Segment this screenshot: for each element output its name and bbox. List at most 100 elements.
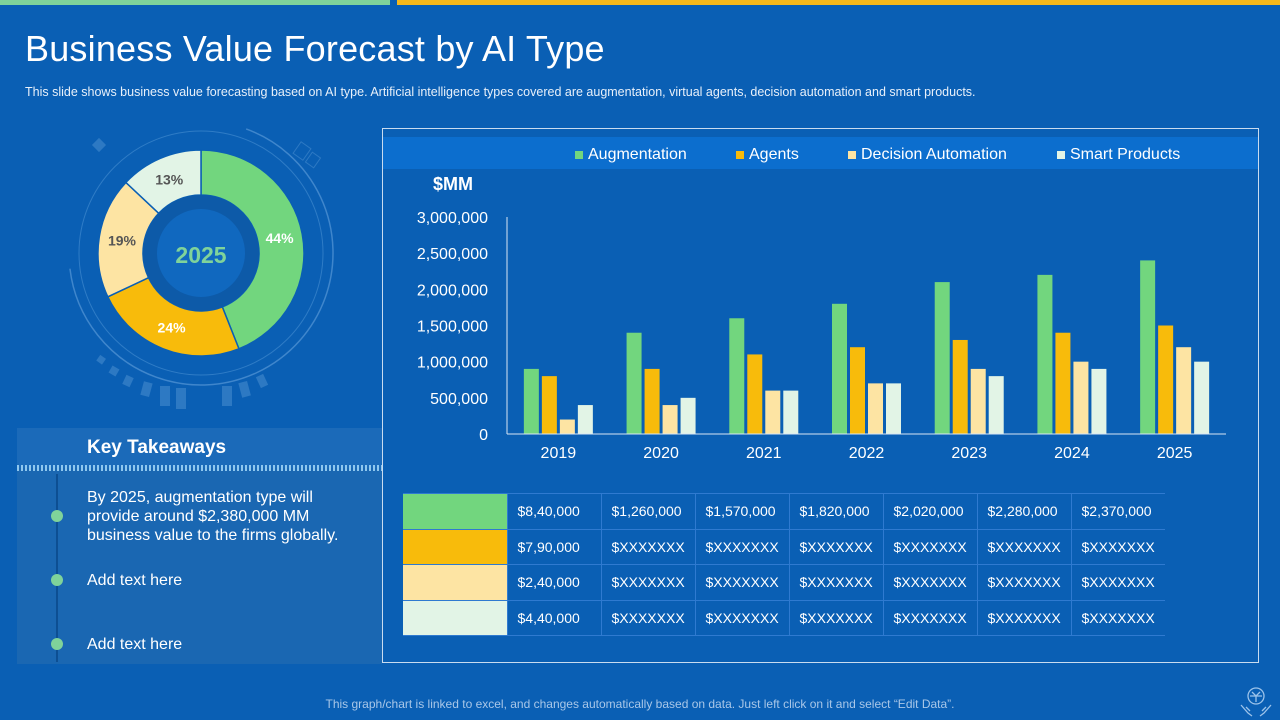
key-takeaways-title: Key Takeaways: [87, 437, 227, 458]
table-cell: $2,370,000: [1070, 493, 1165, 530]
header-stripe-divider: [17, 465, 382, 471]
legend-label: Augmentation: [588, 146, 687, 163]
bar-smart-products-2023: [988, 376, 1004, 434]
donut-slices: [97, 149, 305, 357]
legend-swatch: [736, 151, 744, 159]
takeaway-item: By 2025, augmentation type will provide …: [87, 489, 339, 544]
legend-label: Agents: [749, 146, 799, 163]
y-tick-label: 2,000,000: [417, 282, 488, 299]
takeaway-item: Add text here: [87, 636, 183, 653]
bar-agents-2023: [952, 339, 968, 434]
donut-labels: 44% 24% 19% 13%: [108, 172, 294, 336]
bar-smart-products-2019: [577, 405, 593, 434]
table-cell: $1,820,000: [788, 493, 883, 530]
y-tick-label: 2,500,000: [417, 246, 488, 263]
data-table: $8,40,000 $1,260,000 $1,570,000 $1,820,000 $…: [403, 493, 1165, 636]
bar-augmentation-2022: [832, 303, 847, 434]
key-takeaways-panel: Key Takeaways By 2025, augmentation type…: [17, 428, 382, 664]
table-cell: $XXXXXXX: [600, 564, 695, 601]
decor-ring-inner: [78, 130, 324, 376]
brain-hand-icon: [1240, 687, 1272, 717]
x-tick-label: 2020: [643, 445, 679, 462]
table-cell: $XXXXXXX: [788, 600, 883, 636]
table-row-swatch: [403, 529, 507, 565]
table-row-swatch: [403, 600, 507, 636]
bar-agents-2022: [850, 347, 865, 434]
table-cell: $8,40,000: [506, 493, 601, 530]
donut-slice-label: 13%: [155, 172, 184, 188]
bar-chart-svg: $MM 0 500,000 1,000,000 1,500,000 2,000,000 2…: [417, 174, 1226, 462]
legend-label: Decision Automation: [861, 146, 1007, 163]
timeline-line: [56, 474, 58, 662]
donut-svg: 2025 44% 24% 19% 13%: [68, 120, 334, 409]
table-row: $4,40,000 $XXXXXXX $XXXXXXX $XXXXXXX $XXXXXX…: [403, 600, 1165, 636]
timeline-dot: [51, 510, 63, 522]
bar-agents-2021: [747, 354, 763, 434]
table-cell: $XXXXXXX: [694, 529, 789, 565]
donut-center-label: 2025: [175, 242, 226, 268]
bar-smart-products-2020: [680, 397, 696, 434]
timeline-dot: [51, 638, 63, 650]
table-cell: $XXXXXXX: [882, 564, 977, 601]
table-cell: $XXXXXXX: [976, 529, 1071, 565]
legend-item-decision-automation: Decision Automation: [848, 146, 1007, 164]
table-cell: $4,40,000: [506, 600, 601, 636]
y-tick-label: 0: [479, 427, 488, 444]
table-cell: $XXXXXXX: [788, 529, 883, 565]
takeaway-item: Add text here: [87, 572, 183, 589]
bar-decision-automation-2019: [559, 419, 575, 434]
legend-swatch: [575, 151, 583, 159]
page-title: Business Value Forecast by AI Type: [25, 28, 605, 69]
bar-augmentation-2024: [1037, 274, 1053, 434]
table-row-swatch: [403, 493, 507, 530]
legend-item-augmentation: Augmentation: [575, 146, 687, 164]
table-row: $8,40,000 $1,260,000 $1,570,000 $1,820,000 $…: [403, 493, 1165, 530]
bar-smart-products-2024: [1091, 368, 1107, 434]
legend-label: Smart Products: [1070, 146, 1181, 163]
bar-augmentation-2023: [934, 282, 950, 434]
bar-agents-2019: [541, 376, 557, 434]
key-takeaways-header: Key Takeaways: [17, 428, 382, 468]
x-tick-label: 2022: [849, 445, 885, 462]
x-axis-ticks: 2019 2020 2021 2022 2023 2024 2025: [541, 445, 1193, 462]
bar-chart-panel: Augmentation Agents Decision Automation …: [382, 128, 1259, 663]
table-cell: $XXXXXXX: [694, 600, 789, 636]
top-accent-bar-green: [0, 0, 390, 5]
decor-ring-outer: [68, 120, 334, 386]
table-cell: $7,90,000: [506, 529, 601, 565]
y-axis-ticks: 0 500,000 1,000,000 1,500,000 2,000,000 2,500…: [417, 210, 488, 444]
table-cell: $XXXXXXX: [600, 529, 695, 565]
bar-smart-products-2025: [1194, 361, 1210, 434]
bar-agents-2024: [1055, 332, 1071, 434]
table-cell: $XXXXXXX: [694, 564, 789, 601]
bar-decision-automation-2025: [1176, 347, 1192, 434]
donut-slice-label: 44%: [266, 230, 295, 246]
bar-augmentation-2020: [626, 332, 642, 434]
legend-swatch: [848, 151, 856, 159]
table-cell: $1,570,000: [694, 493, 789, 530]
donut-slice-label: 24%: [158, 319, 187, 335]
y-tick-label: 1,500,000: [417, 319, 488, 336]
x-tick-label: 2021: [746, 445, 782, 462]
table-row-swatch: [403, 564, 507, 601]
x-tick-label: 2019: [541, 445, 577, 462]
bar-decision-automation-2021: [765, 390, 781, 434]
table-row: $7,90,000 $XXXXXXX $XXXXXXX $XXXXXXX $XXXXXX…: [403, 529, 1165, 565]
table-cell: $XXXXXXX: [1070, 529, 1165, 565]
y-axis-unit-label: $MM: [433, 174, 473, 194]
bar-augmentation-2019: [523, 368, 539, 434]
x-tick-label: 2024: [1054, 445, 1090, 462]
bar-agents-2025: [1158, 325, 1174, 434]
bar-series: [523, 260, 1210, 434]
legend-item-agents: Agents: [736, 146, 799, 164]
table-cell: $XXXXXXX: [788, 564, 883, 601]
table-cell: $XXXXXXX: [882, 600, 977, 636]
y-tick-label: 500,000: [430, 391, 488, 408]
bar-agents-2020: [644, 368, 660, 434]
footer-note: This graph/chart is linked to excel, and…: [325, 697, 955, 711]
table-cell: $XXXXXXX: [600, 600, 695, 636]
table-cell: $2,280,000: [976, 493, 1071, 530]
table-cell: $2,020,000: [882, 493, 977, 530]
page-subtitle: This slide shows business value forecast…: [25, 85, 976, 99]
bar-smart-products-2021: [783, 390, 799, 434]
